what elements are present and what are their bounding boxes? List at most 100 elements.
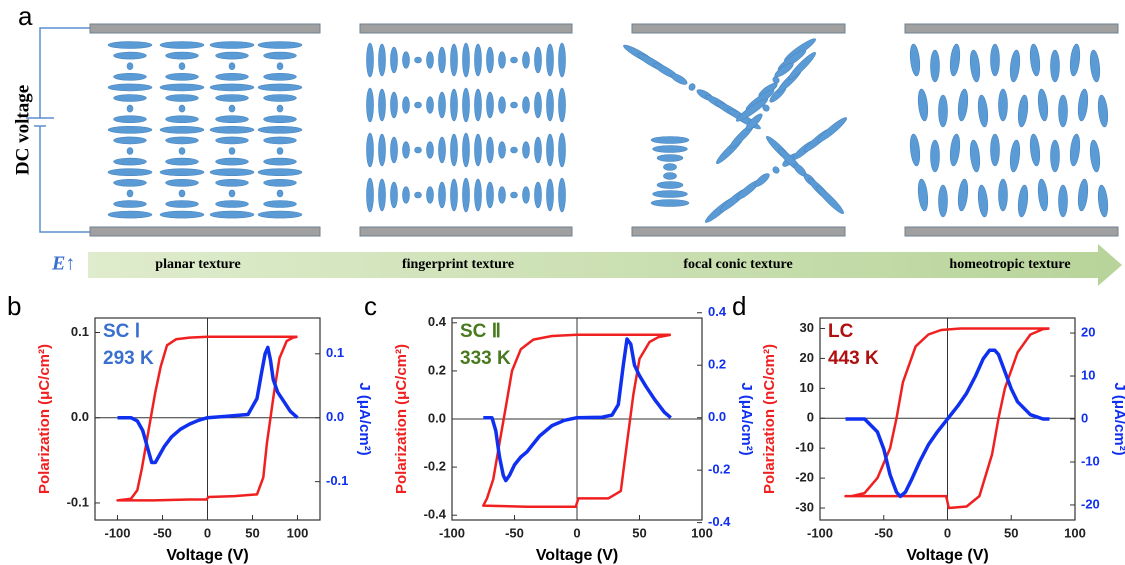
molecule <box>402 96 410 114</box>
y-tick-label: -30 <box>795 499 814 514</box>
molecule <box>215 94 249 102</box>
molecule <box>366 177 374 213</box>
molecule <box>159 168 205 176</box>
molecule <box>1097 184 1109 218</box>
x-tick-label: -100 <box>807 525 833 540</box>
y-axis-label: Polarization (nC/cm²) <box>761 344 778 494</box>
y2-tick-label: 0.2 <box>708 357 726 372</box>
molecule <box>1017 184 1029 218</box>
molecule <box>486 91 494 119</box>
molecule <box>688 83 696 91</box>
series-line <box>482 333 672 509</box>
texture-label: planar texture <box>155 257 240 272</box>
molecule <box>450 43 458 77</box>
molecule <box>998 88 1008 122</box>
plate <box>631 226 846 237</box>
molecule <box>390 46 398 74</box>
molecule <box>438 181 446 209</box>
annotation: LC <box>828 321 854 342</box>
molecule <box>263 200 297 208</box>
molecule <box>209 126 255 134</box>
molecule <box>165 136 199 145</box>
molecule <box>228 62 236 70</box>
molecule <box>178 104 186 113</box>
molecule <box>107 41 153 49</box>
molecule <box>113 94 147 102</box>
molecule <box>426 51 434 69</box>
molecule <box>215 136 249 145</box>
molecule <box>462 42 470 78</box>
series-line <box>845 348 1050 499</box>
molecule <box>498 96 506 114</box>
molecule <box>663 163 677 171</box>
annotation: SC Ⅰ <box>103 321 140 342</box>
molecule <box>378 133 386 167</box>
texture-label: homeotropic texture <box>949 257 1070 272</box>
molecule <box>257 83 303 92</box>
molecule <box>1017 94 1029 128</box>
molecule <box>276 189 284 198</box>
molecule <box>228 147 236 155</box>
molecule <box>949 133 961 167</box>
y-tick-label: 0 <box>807 410 814 425</box>
molecule <box>788 52 816 80</box>
molecule <box>1089 139 1101 173</box>
y-tick-label: 0.1 <box>71 324 89 339</box>
molecule <box>414 101 422 109</box>
y-tick-label: -0.2 <box>424 459 446 474</box>
molecule <box>215 115 249 123</box>
molecule <box>762 104 770 112</box>
x-tick-label: 100 <box>691 525 713 540</box>
molecule <box>165 73 199 81</box>
y2-tick-label: 0.1 <box>326 345 344 360</box>
molecule <box>745 113 763 131</box>
molecule <box>510 146 518 154</box>
texture-label: focal conic texture <box>683 257 792 272</box>
molecule <box>228 189 236 198</box>
molecule <box>938 94 948 128</box>
x-tick-label: -50 <box>153 525 172 540</box>
molecule <box>1089 49 1101 83</box>
molecule <box>977 184 989 218</box>
x-axis-label: Voltage (V) <box>536 547 618 564</box>
molecule <box>215 73 249 81</box>
x-tick-label: 50 <box>1004 525 1018 540</box>
molecule <box>215 200 249 208</box>
molecule <box>656 181 684 189</box>
molecule <box>402 51 410 69</box>
molecule <box>159 126 205 134</box>
x-tick-label: 50 <box>245 525 259 540</box>
molecule <box>534 46 542 74</box>
molecule <box>1009 49 1021 83</box>
molecule <box>957 178 969 212</box>
molecule <box>558 87 566 123</box>
plate <box>359 226 573 237</box>
molecule <box>113 200 147 208</box>
plate <box>89 226 321 237</box>
molecule <box>126 189 134 198</box>
molecule <box>1069 43 1081 77</box>
molecule <box>534 181 542 209</box>
molecule <box>534 91 542 119</box>
y2-tick-label: -10 <box>1081 453 1100 468</box>
molecule <box>126 104 134 113</box>
molecule <box>426 186 434 204</box>
plate <box>359 23 573 34</box>
x-tick-label: -50 <box>505 525 524 540</box>
molecule <box>209 210 255 219</box>
molecule <box>930 49 940 83</box>
molecule <box>402 186 410 204</box>
molecule <box>165 51 199 60</box>
molecule <box>522 186 530 204</box>
molecule <box>113 73 147 81</box>
molecule <box>462 132 470 168</box>
molecule <box>378 88 386 122</box>
molecule <box>263 179 297 187</box>
molecule <box>107 210 153 219</box>
plate <box>89 23 321 34</box>
molecule <box>113 115 147 123</box>
molecule <box>652 145 688 153</box>
molecule <box>1050 49 1060 83</box>
molecule <box>402 141 410 159</box>
x-tick-label: 0 <box>944 525 951 540</box>
